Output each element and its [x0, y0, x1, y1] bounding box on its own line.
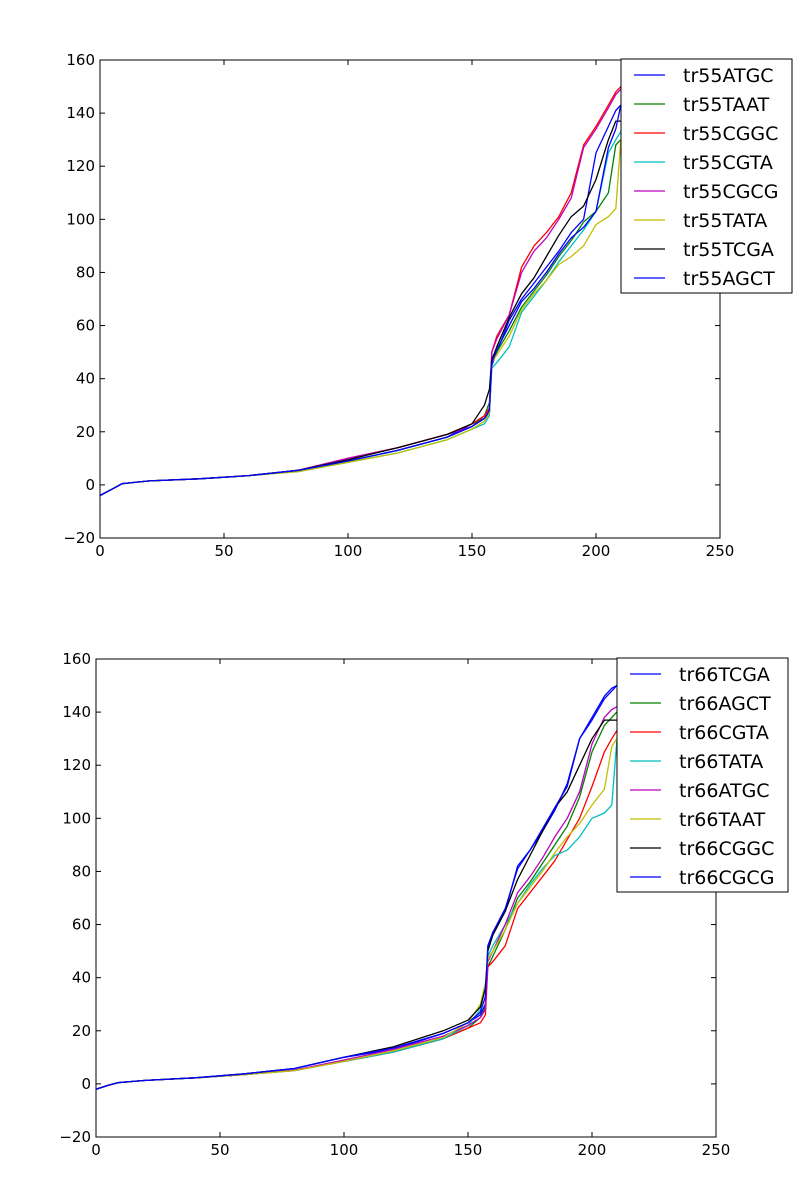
x-tick-label: 200 [578, 1141, 607, 1159]
legend-label: tr55CGCG [683, 181, 778, 203]
legend-label: tr66TAAT [679, 809, 766, 831]
y-tick-label: 140 [62, 703, 91, 721]
y-tick-label: 0 [85, 476, 95, 494]
y-tick-label: 80 [72, 862, 91, 880]
x-tick-label: 250 [706, 542, 735, 560]
y-tick-label: 120 [62, 756, 91, 774]
series-line-tr66CGCG [96, 685, 618, 1090]
legend-label: tr66CGCG [679, 867, 774, 889]
x-tick-label: 200 [582, 542, 611, 560]
legend-label: tr55TCGA [683, 239, 774, 261]
series-line-tr55AGCT [100, 104, 622, 497]
legend-label: tr66CGTA [679, 722, 769, 744]
x-tick-label: 0 [95, 542, 105, 560]
legend-label: tr55AGCT [683, 268, 775, 290]
y-tick-label: 60 [72, 916, 91, 934]
x-tick-label: 50 [214, 542, 233, 560]
legend-label: tr66ATGC [679, 780, 770, 802]
legend-label: tr66AGCT [679, 693, 771, 715]
x-tick-label: 100 [330, 1141, 359, 1159]
legend-box [616, 657, 789, 893]
y-tick-label: 100 [66, 210, 95, 228]
y-tick-label: −20 [63, 529, 95, 547]
legend-label: tr55TAAT [683, 94, 770, 116]
y-tick-label: 100 [62, 809, 91, 827]
x-tick-label: 250 [702, 1141, 731, 1159]
legend-label: tr66CGGC [679, 838, 774, 860]
y-tick-label: −20 [59, 1128, 91, 1146]
y-tick-label: 20 [76, 423, 95, 441]
legend-label: tr55CGGC [683, 123, 778, 145]
legend-label: tr55TATA [683, 210, 767, 232]
series-group [96, 685, 618, 1090]
x-tick-label: 100 [334, 542, 363, 560]
legend-label: tr66TCGA [679, 664, 770, 686]
y-tick-label: 160 [66, 51, 95, 69]
y-tick-label: 40 [72, 969, 91, 987]
y-tick-label: 20 [72, 1022, 91, 1040]
y-tick-label: 0 [81, 1075, 91, 1093]
series-group [100, 86, 622, 497]
x-tick-label: 150 [454, 1141, 483, 1159]
chart-bottom: 0 50 100 150 200 250−20020406080100120140160t… [59, 650, 789, 1159]
legend-box [620, 58, 793, 294]
y-tick-label: 120 [66, 157, 95, 175]
y-tick-label: 80 [76, 263, 95, 281]
plot-area [95, 658, 717, 1138]
x-tick-label: 150 [458, 542, 487, 560]
plot-area [99, 59, 721, 539]
legend-label: tr55ATGC [683, 65, 774, 87]
y-tick-label: 60 [76, 317, 95, 335]
legend-label: tr55CGTA [683, 152, 773, 174]
y-tick-label: 160 [62, 650, 91, 668]
legend-label: tr66TATA [679, 751, 763, 773]
y-tick-label: 40 [76, 370, 95, 388]
x-tick-label: 0 [91, 1141, 101, 1159]
y-tick-label: 140 [66, 104, 95, 122]
chart-top: 0 50 100 150 200 250−20020406080100120140160t… [63, 51, 793, 560]
x-tick-label: 50 [210, 1141, 229, 1159]
